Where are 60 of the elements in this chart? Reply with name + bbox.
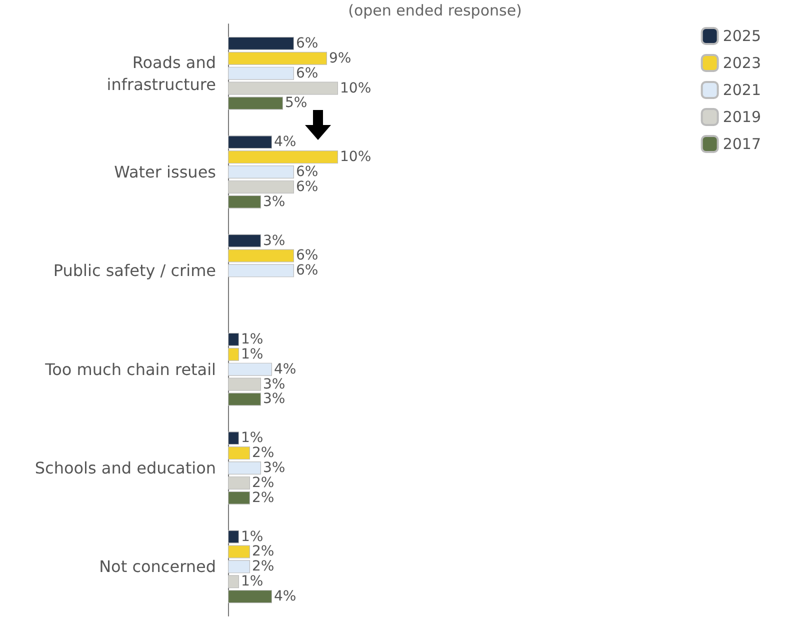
legend-label: 2019 (722, 108, 762, 126)
bar (228, 462, 261, 474)
bar (228, 432, 239, 445)
data-label: 3% (263, 194, 286, 210)
y-tick-label: Schools and education (34, 458, 216, 478)
data-label: 10% (340, 149, 372, 166)
bar (228, 348, 239, 361)
bar (228, 476, 250, 490)
data-label: 3% (263, 232, 286, 249)
y-tick-label: Water issues (114, 162, 216, 182)
bar (228, 166, 294, 178)
bar (228, 590, 272, 604)
data-label: 3% (263, 460, 286, 476)
bar (228, 560, 250, 574)
data-label: 5% (285, 95, 308, 112)
data-label: 6% (296, 65, 318, 82)
bar (228, 446, 250, 460)
legend-label: 2021 (722, 81, 762, 99)
data-label: 4% (274, 361, 296, 378)
legend-label: 2025 (722, 27, 762, 45)
legend-label: 2023 (722, 54, 762, 72)
y-tick-label: Too much chain retail (44, 360, 216, 379)
bar (228, 264, 294, 278)
data-label: 1% (241, 430, 264, 446)
data-label: 1% (241, 331, 264, 348)
data-label: 6% (296, 164, 318, 180)
data-label: 10% (340, 80, 372, 96)
bar (228, 575, 239, 588)
bar (228, 195, 261, 208)
data-label: 2% (252, 445, 274, 462)
bar (228, 66, 294, 80)
data-label: 2% (252, 474, 274, 491)
bar (228, 180, 294, 194)
data-label: 3% (263, 376, 286, 392)
data-label: 3% (263, 391, 286, 408)
data-label: 4% (274, 588, 296, 605)
bar (228, 491, 250, 504)
bar (228, 52, 327, 65)
data-label: 6% (296, 262, 318, 279)
data-label: 6% (296, 248, 318, 264)
bar (228, 362, 272, 376)
data-label: 4% (274, 134, 296, 150)
bar (228, 332, 239, 346)
y-tick-label: Public safety / crime (53, 261, 216, 280)
y-tick-label: Not concerned (99, 557, 216, 576)
bar (228, 136, 272, 149)
y-tick-label: Roads and infrastructure (106, 52, 216, 94)
data-label: 1% (241, 346, 264, 362)
data-label: 2% (252, 544, 274, 560)
data-label: 6% (296, 178, 318, 195)
data-label: 2% (252, 558, 274, 575)
data-label: 9% (329, 50, 352, 66)
bar (228, 150, 338, 164)
text: (open ended response) (348, 2, 522, 20)
legend-label: 2017 (722, 135, 762, 153)
data-label: 2% (252, 490, 274, 506)
data-label: 1% (241, 574, 264, 590)
data-label: 6% (296, 35, 318, 52)
bar (228, 36, 294, 50)
data-label: 1% (241, 528, 264, 545)
